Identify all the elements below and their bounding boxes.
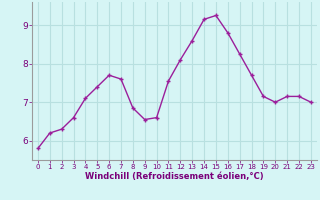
X-axis label: Windchill (Refroidissement éolien,°C): Windchill (Refroidissement éolien,°C) — [85, 172, 264, 181]
